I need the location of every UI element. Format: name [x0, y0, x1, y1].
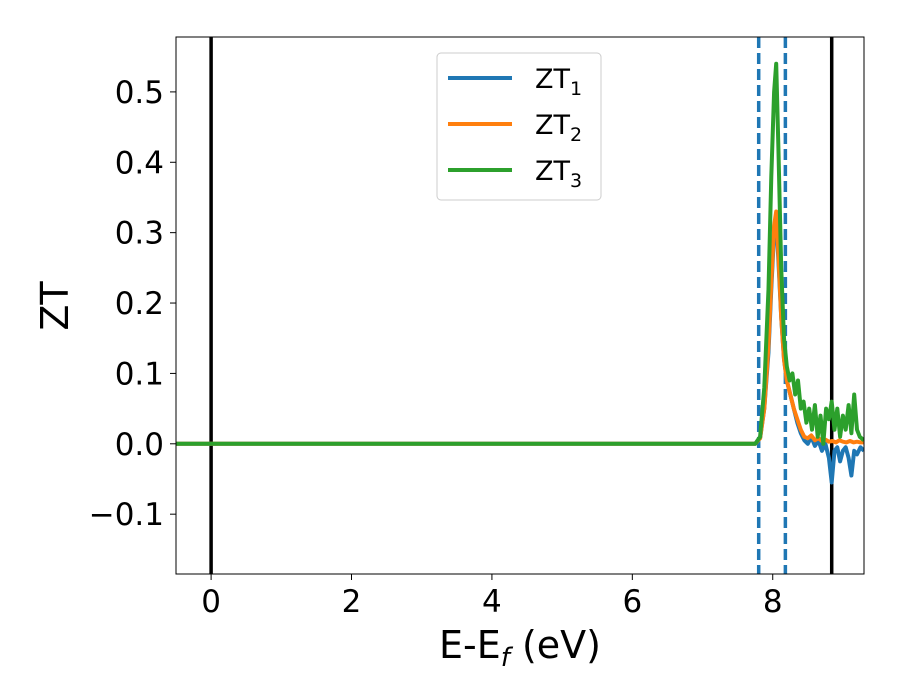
- legend-label-zt1: ZT1: [535, 64, 582, 100]
- y-tick-label: 0.1: [115, 356, 164, 392]
- x-axis-title: E-Ef (eV): [439, 623, 601, 673]
- legend-box: [436, 52, 602, 201]
- x-tick-label: 4: [482, 584, 502, 620]
- x-axis-title-unit: (eV): [510, 623, 601, 667]
- legend-label-zt2: ZT2: [535, 110, 582, 146]
- axis-titles: ZT E-Ef (eV): [33, 281, 601, 673]
- legend: ZT1 ZT2 ZT3: [436, 52, 602, 201]
- plot-area: [175, 36, 865, 575]
- series-line-zt3: [176, 61, 864, 446]
- x-tick-label: 6: [622, 584, 642, 620]
- x-tick-label: 2: [342, 584, 362, 620]
- x-axis-title-main: E-E: [439, 623, 501, 667]
- y-tick-label: 0.3: [115, 216, 164, 252]
- x-tick-label: 0: [201, 584, 221, 620]
- series-line-zt2: [176, 209, 864, 446]
- y-tick-label: 0.2: [115, 286, 164, 322]
- y-tick-label: 0.4: [115, 145, 164, 181]
- y-tick-label: 0.0: [115, 427, 164, 463]
- y-tick-label: 0.5: [115, 75, 164, 111]
- y-axis-title: ZT: [33, 281, 77, 331]
- legend-label-zt3: ZT3: [535, 156, 582, 192]
- plot-frame: [175, 36, 865, 575]
- y-tick-label: −0.1: [89, 497, 164, 533]
- plot-data: [176, 37, 864, 574]
- x-tick-label: 8: [763, 584, 783, 620]
- axis-ticks: 0 2 4 6 8 −0.1 0.0 0.1 0.2 0.3 0.4 0.5: [89, 75, 783, 620]
